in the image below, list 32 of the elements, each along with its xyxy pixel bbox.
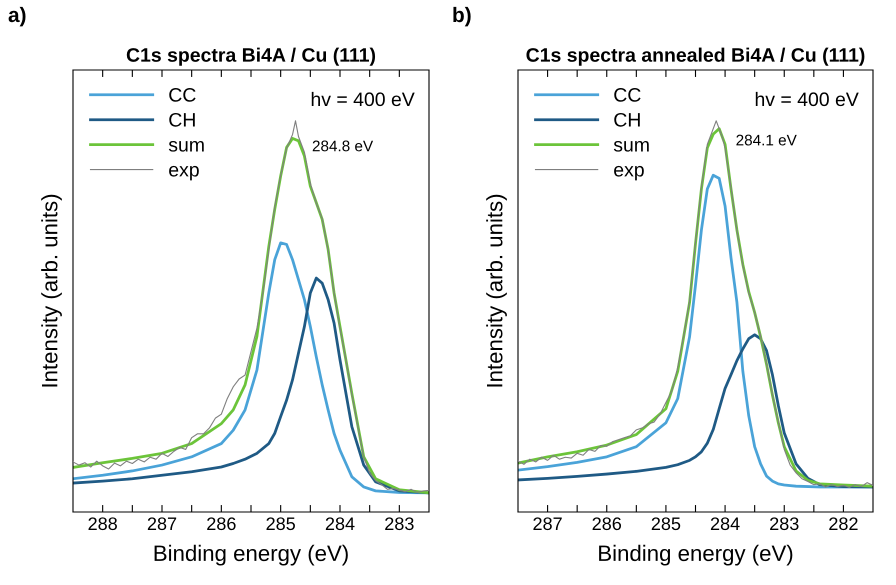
text: hv = 400 eV bbox=[312, 92, 415, 106]
y-axis-title: Intensity (arb. units) bbox=[41, 194, 62, 387]
annotation: 284.8 eV bbox=[312, 140, 374, 152]
legend-label: CH bbox=[169, 112, 195, 127]
x-tick-label: 287 bbox=[148, 517, 176, 530]
x-tick-label: 284 bbox=[326, 517, 355, 530]
legend-label: sum bbox=[614, 140, 649, 152]
x-tick-label: 282 bbox=[829, 517, 858, 530]
x-tick-label: 286 bbox=[207, 517, 236, 530]
legend-label: sum bbox=[168, 140, 204, 152]
text: b) bbox=[453, 6, 471, 26]
y-axis-title: Intensity (arb. units) bbox=[486, 194, 507, 387]
x-tick-label: 285 bbox=[266, 517, 295, 530]
annotation: 284.1 eV bbox=[736, 134, 797, 146]
legend-label: exp bbox=[614, 166, 644, 180]
legend-label: CC bbox=[169, 88, 196, 102]
x-axis-title: Binding energy (eV) bbox=[599, 544, 792, 566]
x-tick-label: 287 bbox=[533, 517, 562, 530]
legend-label: CC bbox=[614, 88, 641, 102]
legend-label: CH bbox=[614, 112, 640, 127]
chart-title: C1s spectra annealed Bi4A / Cu (111) bbox=[526, 48, 864, 66]
x-tick-label: 288 bbox=[88, 517, 117, 530]
chart-title: C1s spectra Bi4A / Cu (111) bbox=[126, 48, 376, 66]
x-tick-label: 283 bbox=[385, 517, 414, 530]
text: hv = 400 eV bbox=[756, 92, 859, 106]
x-axis-title: Binding energy (eV) bbox=[154, 544, 348, 566]
x-tick-label: 286 bbox=[592, 517, 622, 530]
x-tick-label: 285 bbox=[652, 517, 680, 530]
legend-label: exp bbox=[169, 166, 199, 180]
x-tick-label: 284 bbox=[710, 517, 740, 530]
x-tick-label: 283 bbox=[770, 517, 799, 530]
text: a) bbox=[8, 6, 26, 26]
